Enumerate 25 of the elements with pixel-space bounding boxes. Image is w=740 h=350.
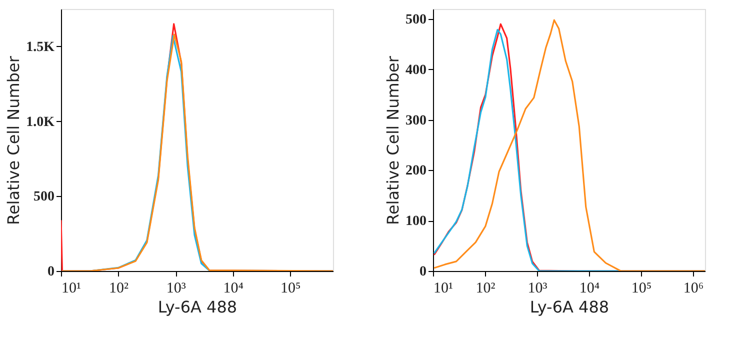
- x-tick-label: 10⁶: [683, 280, 704, 296]
- x-tick-label: 10⁵: [280, 280, 301, 296]
- y-tick-label: 1.0K: [26, 114, 55, 130]
- x-tick-label: 10¹: [434, 280, 453, 296]
- y-tick-label: 500: [34, 190, 54, 205]
- x-tick-label: 10²: [476, 280, 496, 296]
- y-tick-label: 0: [420, 264, 426, 280]
- x-tick-label: 10⁴: [223, 280, 244, 296]
- x-tick-label: 10³: [166, 280, 186, 296]
- y-tick-label: 500: [406, 12, 426, 28]
- y-axis-title: Relative Cell Number: [4, 56, 24, 225]
- x-axis-title: Ly-6A 488: [158, 298, 238, 316]
- y-tick-label: 1.5K: [26, 40, 55, 55]
- y-tick-label: 300: [406, 113, 426, 128]
- x-axis-title: Ly-6A 488: [530, 298, 610, 316]
- y-tick-label: 0: [48, 264, 54, 280]
- x-tick-label: 10⁴: [579, 280, 600, 296]
- y-tick-label: 100: [406, 214, 426, 230]
- x-tick-label: 10²: [109, 280, 130, 296]
- y-tick-label: 400: [406, 62, 426, 78]
- y-tick-label: 200: [406, 164, 426, 179]
- x-tick-label: 10¹: [62, 280, 81, 296]
- x-tick-label: 10³: [528, 280, 548, 296]
- x-tick-label: 10⁵: [631, 280, 652, 296]
- y-axis-title: Relative Cell Number: [384, 56, 402, 225]
